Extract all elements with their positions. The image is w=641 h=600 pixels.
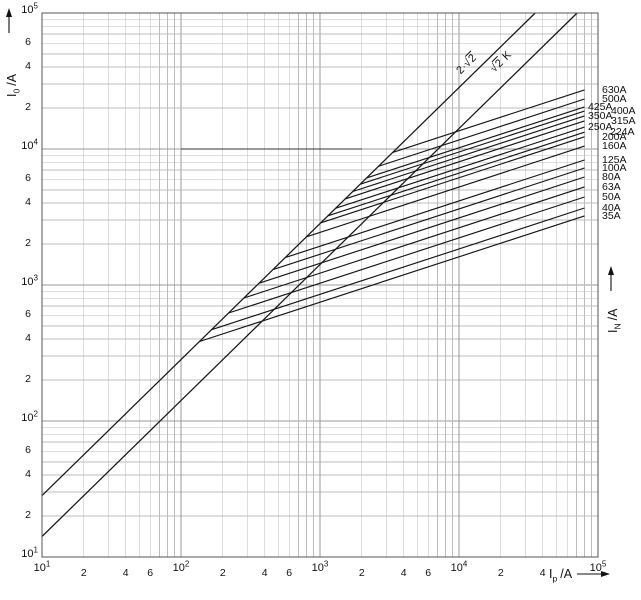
x-axis-tick-label: 2 xyxy=(80,567,87,579)
x-axis-tick-label: 2 xyxy=(219,567,226,579)
y-axis-tick-label: 4 xyxy=(25,332,31,345)
y-axis-tick-label: 2 xyxy=(25,101,31,114)
x-axis-tick-label: 101 xyxy=(33,559,51,574)
up-arrow-icon xyxy=(608,266,614,291)
y-axis-tick-label: 4 xyxy=(25,468,31,481)
y-axis-tick-label: 4 xyxy=(25,196,31,209)
y-axis-tick-label: 2 xyxy=(25,373,31,386)
fuse-rating-label: 315A xyxy=(611,114,636,127)
y-axis-tick-label: 103 xyxy=(21,273,38,288)
y-axis-tick-label: 102 xyxy=(21,409,38,424)
x-axis-tick-label: 4 xyxy=(122,567,129,579)
y-axis-tick-label: 2 xyxy=(25,237,31,250)
x-axis-tick-label: 2 xyxy=(497,567,504,579)
fuse-rating-label: 400A xyxy=(611,105,636,118)
fuse-rating-label: 200A xyxy=(602,130,627,143)
y-axis-tick-label: 6 xyxy=(25,308,31,321)
y-axis-tick-label: 101 xyxy=(21,545,38,560)
x-axis-tick-label: 105 xyxy=(589,559,607,574)
y-axis-tick-label: 104 xyxy=(21,137,38,152)
y-axis-tick-label: 6 xyxy=(25,444,31,457)
fuse-rating-label: 63A xyxy=(602,180,621,193)
fuse-rating-label: 125A xyxy=(602,154,627,166)
right-axis-title: IN/A xyxy=(606,308,623,333)
fuse-rating-label: 630A xyxy=(602,83,627,96)
fuse-rating-label: 35A xyxy=(602,209,621,222)
fuse-rating-label: 224A xyxy=(610,126,635,139)
right-arrow-icon xyxy=(577,571,611,577)
fuse-rating-label: 350A xyxy=(588,109,613,122)
fuse-rating-label: 80A xyxy=(602,171,621,184)
up-arrow-icon xyxy=(6,8,12,33)
fuse-rating-label: 100A xyxy=(602,161,627,174)
fuse-rating-label: 40A xyxy=(602,202,621,215)
y-axis-tick-label: 105 xyxy=(21,1,38,16)
x-axis-tick-label: 6 xyxy=(286,567,293,579)
fuse-rating-label: 160A xyxy=(602,140,627,153)
y-axis-tick-label: 6 xyxy=(25,36,31,49)
fuse-rating-label: 250A xyxy=(588,121,613,134)
y-axis-title: I0/A xyxy=(5,73,22,97)
x-axis-tick-label: 6 xyxy=(425,567,432,579)
fuse-rating-label: 425A xyxy=(588,100,613,113)
x-axis-title: Ip/A xyxy=(549,567,611,583)
x-axis-tick-label: 2 xyxy=(358,567,365,579)
y-axis-tick-label: 4 xyxy=(25,60,31,73)
y-axis-tick-label: 6 xyxy=(25,172,31,185)
x-axis-tick-label: 4 xyxy=(539,567,546,579)
x-axis-tick-label: 6 xyxy=(147,567,154,579)
x-axis-tick-label: 4 xyxy=(400,567,407,579)
x-axis-tick-label: 104 xyxy=(450,559,468,574)
fuse-rating-label: 500A xyxy=(602,93,627,106)
x-axis-tick-label: 102 xyxy=(172,559,190,574)
x-axis-tick-label: 103 xyxy=(311,559,329,574)
y-axis-tick-label: 2 xyxy=(25,509,31,522)
x-axis-tick-label: 4 xyxy=(261,567,268,579)
fuse-rating-label: 50A xyxy=(602,190,621,203)
